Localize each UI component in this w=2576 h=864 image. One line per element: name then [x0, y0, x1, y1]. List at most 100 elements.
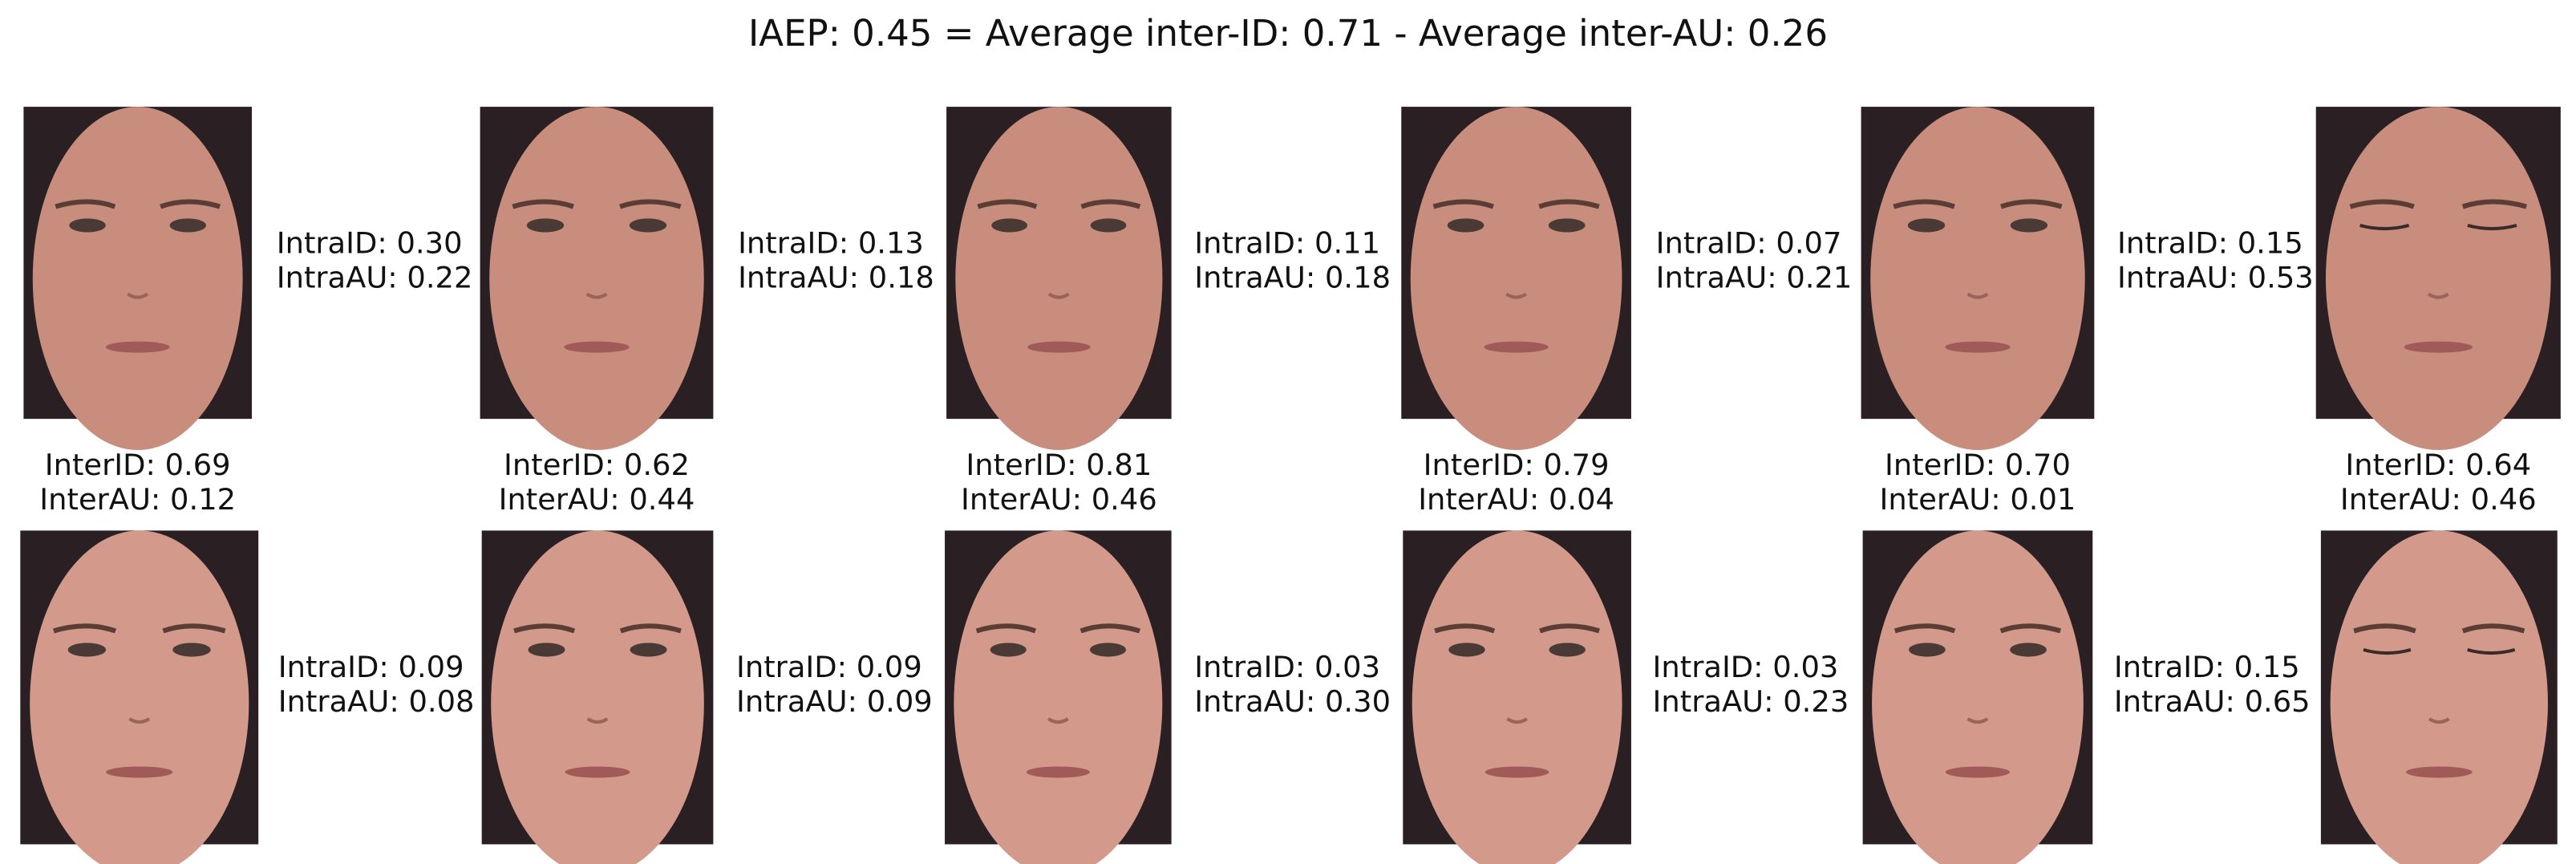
face-skin [489, 107, 704, 451]
eye [528, 643, 565, 657]
eyebrow [2353, 623, 2416, 634]
inter-id-label: InterID: 0.64 [2345, 448, 2531, 482]
nose [1966, 717, 1989, 724]
eye [526, 218, 565, 233]
eye [1090, 218, 1127, 233]
intra-id-label: IntraID: 0.09 [278, 650, 464, 684]
mouth [2404, 341, 2473, 353]
eye [1089, 643, 1127, 657]
mouth [2406, 766, 2473, 778]
nose [1047, 292, 1070, 299]
inter-id-label: InterID: 0.69 [45, 448, 231, 482]
nose [1506, 717, 1529, 724]
inter-id-label: InterID: 0.62 [504, 448, 690, 482]
intra-au-label: IntraAU: 0.18 [1194, 261, 1391, 295]
face-image [480, 107, 714, 451]
eye [1908, 643, 1946, 657]
eye [990, 643, 1027, 657]
mouth [1484, 766, 1549, 778]
intra-id-label: IntraID: 0.09 [736, 650, 922, 684]
face-image [481, 530, 714, 864]
eyebrow [1894, 623, 1956, 634]
eyebrow [513, 623, 576, 634]
eyebrow [2000, 199, 2063, 209]
mouth [105, 341, 170, 353]
mouth [565, 766, 630, 778]
intra-id-label: IntraID: 0.15 [2114, 650, 2300, 684]
face-skin [491, 530, 704, 864]
intra-id-label: IntraID: 0.03 [1653, 650, 1839, 684]
eye [1448, 643, 1485, 657]
eyebrow [1893, 199, 1955, 209]
eye [1548, 218, 1586, 233]
nose [1966, 292, 1989, 299]
mouth [1945, 766, 2011, 778]
face-skin [2325, 107, 2551, 451]
nose [2428, 717, 2450, 724]
eyebrow [160, 199, 221, 209]
nose [2427, 292, 2449, 299]
eye [629, 218, 667, 233]
eyebrow [1539, 623, 1600, 634]
intra-id-label: IntraID: 0.13 [738, 226, 924, 261]
nose [585, 292, 608, 299]
face-skin [32, 107, 243, 451]
face-skin [30, 530, 249, 864]
intra-id-label: IntraID: 0.11 [1194, 226, 1380, 261]
eye [2363, 647, 2412, 655]
eyebrow [619, 199, 682, 209]
face-image [2315, 107, 2561, 451]
face-image [946, 107, 1172, 451]
eye [69, 218, 106, 233]
face-skin [955, 107, 1163, 451]
eyebrow [619, 623, 682, 634]
intra-au-label: IntraAU: 0.23 [1653, 684, 1849, 719]
face-skin [1410, 107, 1622, 451]
nose [586, 717, 609, 724]
inter-au-label: InterAU: 0.01 [1880, 482, 2076, 517]
eyebrow [55, 199, 116, 209]
eye [67, 643, 107, 657]
eyebrow [512, 199, 574, 209]
mouth [1484, 341, 1549, 353]
intra-id-label: IntraID: 0.07 [1656, 226, 1842, 261]
eye [1907, 218, 1946, 233]
eyebrow [1999, 623, 2062, 634]
mouth [1027, 341, 1091, 353]
eye [2010, 643, 2047, 657]
mouth [1026, 766, 1090, 778]
face-image [23, 107, 253, 451]
inter-au-label: InterAU: 0.12 [39, 482, 236, 517]
face-image [945, 530, 1172, 864]
intra-au-label: IntraAU: 0.22 [277, 261, 473, 295]
eyebrow [1080, 199, 1141, 209]
face-image [1862, 530, 2093, 864]
eyebrow [1434, 623, 1496, 634]
intra-au-label: IntraAU: 0.18 [738, 261, 934, 295]
inter-au-label: InterAU: 0.04 [1418, 482, 1614, 517]
intra-au-label: IntraAU: 0.08 [278, 684, 475, 719]
intra-au-label: IntraAU: 0.09 [736, 684, 933, 719]
eye [172, 643, 211, 657]
mouth [1945, 341, 2011, 353]
eyebrow [1538, 199, 1600, 209]
face-image [1861, 107, 2095, 451]
intra-au-label: IntraAU: 0.65 [2114, 684, 2311, 719]
face-image [1403, 530, 1631, 864]
face-skin [954, 530, 1163, 864]
eyebrow [2349, 199, 2415, 209]
face-image [20, 530, 259, 864]
inter-id-label: InterID: 0.81 [966, 448, 1152, 482]
inter-id-label: InterID: 0.79 [1424, 448, 1610, 482]
title: IAEP: 0.45 = Average inter-ID: 0.71 - Av… [748, 12, 1828, 55]
eye [2359, 223, 2410, 231]
intra-id-label: IntraID: 0.30 [277, 226, 463, 261]
nose [128, 717, 151, 724]
inter-au-label: InterAU: 0.46 [961, 482, 1157, 517]
eyebrow [1432, 199, 1494, 209]
eyebrow [1079, 623, 1140, 634]
intra-id-label: IntraID: 0.15 [2117, 226, 2303, 261]
face-skin [1872, 530, 2084, 864]
